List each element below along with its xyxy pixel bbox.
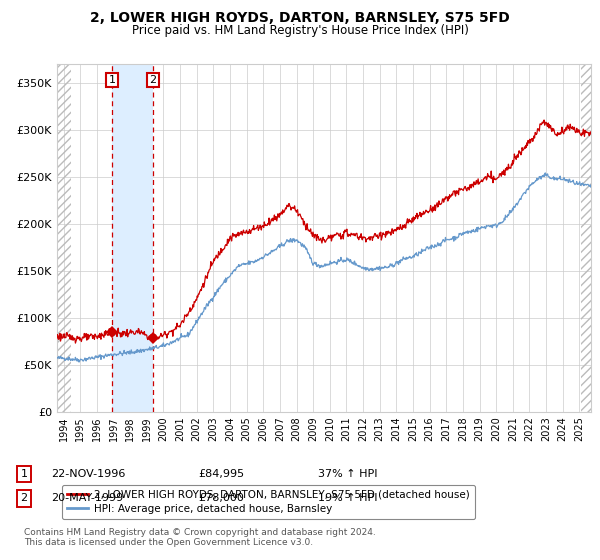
Text: 20-MAY-1999: 20-MAY-1999 [51, 493, 123, 503]
Text: Contains HM Land Registry data © Crown copyright and database right 2024.
This d: Contains HM Land Registry data © Crown c… [24, 528, 376, 547]
Text: 22-NOV-1996: 22-NOV-1996 [51, 469, 125, 479]
Text: 37% ↑ HPI: 37% ↑ HPI [318, 469, 377, 479]
Text: 2: 2 [20, 493, 28, 503]
Text: 1: 1 [109, 75, 115, 85]
Legend: 2, LOWER HIGH ROYDS, DARTON, BARNSLEY, S75 5FD (detached house), HPI: Average pr: 2, LOWER HIGH ROYDS, DARTON, BARNSLEY, S… [62, 484, 475, 519]
Bar [57, 64, 71, 412]
Text: 2: 2 [149, 75, 157, 85]
Bar [581, 64, 591, 412]
Bar [581, 64, 591, 412]
Text: £78,000: £78,000 [198, 493, 244, 503]
Bar [57, 64, 71, 412]
Text: 1: 1 [20, 469, 28, 479]
Text: Price paid vs. HM Land Registry's House Price Index (HPI): Price paid vs. HM Land Registry's House … [131, 24, 469, 37]
Text: 2, LOWER HIGH ROYDS, DARTON, BARNSLEY, S75 5FD: 2, LOWER HIGH ROYDS, DARTON, BARNSLEY, S… [90, 11, 510, 25]
Text: £84,995: £84,995 [198, 469, 244, 479]
Bar [112, 64, 153, 412]
Text: 19% ↑ HPI: 19% ↑ HPI [318, 493, 377, 503]
